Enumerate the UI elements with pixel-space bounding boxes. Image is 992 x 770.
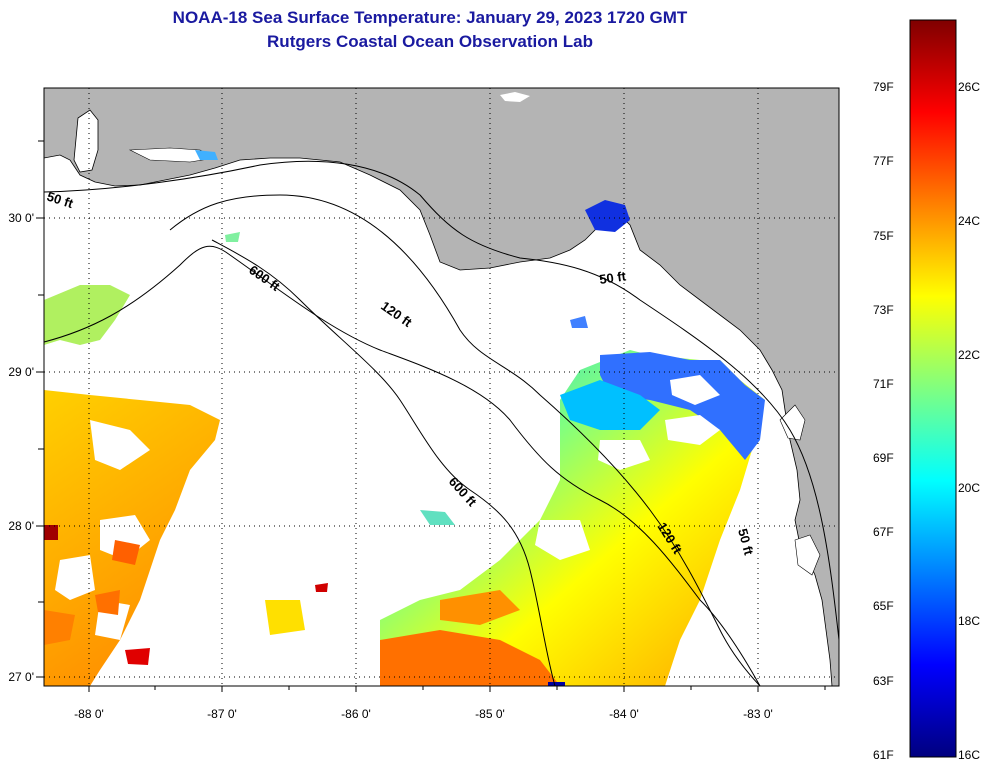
colorbar-f-label: 73F [873, 303, 894, 317]
map-frame [43, 87, 840, 687]
lake [500, 92, 530, 102]
colorbar-f-label: 69F [873, 451, 894, 465]
lat-tick-label: 27 0' [8, 670, 34, 684]
contour-label: 50 ft [598, 268, 627, 287]
colorbar-c-label: 20C [958, 481, 981, 495]
lat-tick-label: 28 0' [8, 519, 34, 533]
tick-marks [36, 140, 826, 692]
lon-tick-label: -87 0' [207, 707, 237, 721]
charlotte-harbor [794, 534, 821, 576]
colorbar-f-label: 75F [873, 229, 894, 243]
mobile-bay [73, 109, 99, 173]
colorbar-c-label: 22C [958, 348, 981, 362]
colorbar-c-label: 16C [958, 748, 981, 762]
colorbar-f-label: 63F [873, 674, 894, 688]
colorbar-f-label: 67F [873, 525, 894, 539]
lat-tick-label: 29 0' [8, 365, 34, 379]
chart-title: NOAA-18 Sea Surface Temperature: January… [172, 8, 688, 27]
lon-tick-label: -85 0' [475, 707, 505, 721]
tampa-bay [779, 404, 806, 441]
contour-600ft [211, 239, 556, 686]
lon-tick-label: -88 0' [74, 707, 104, 721]
sst-data [44, 150, 765, 686]
chart-subtitle: Rutgers Coastal Ocean Observation Lab [267, 32, 593, 51]
depth-contours [44, 160, 839, 686]
colorbar-f-label: 77F [873, 154, 894, 168]
colorbar-f-label: 65F [873, 599, 894, 613]
lon-tick-label: -86 0' [341, 707, 371, 721]
lat-tick-label: 30 0' [8, 211, 34, 225]
lon-tick-label: -84 0' [609, 707, 639, 721]
colorbar-c-label: 18C [958, 614, 981, 628]
lon-tick-label: -83 0' [743, 707, 773, 721]
colorbar-c-label: 24C [958, 214, 981, 228]
colorbar-c-label: 26C [958, 80, 981, 94]
colorbar-f-label: 61F [873, 748, 894, 762]
colorbar [909, 19, 957, 758]
contour-label: 50 ft [735, 527, 757, 557]
colorbar-f-label: 71F [873, 377, 894, 391]
colorbar-f-label: 79F [873, 80, 894, 94]
